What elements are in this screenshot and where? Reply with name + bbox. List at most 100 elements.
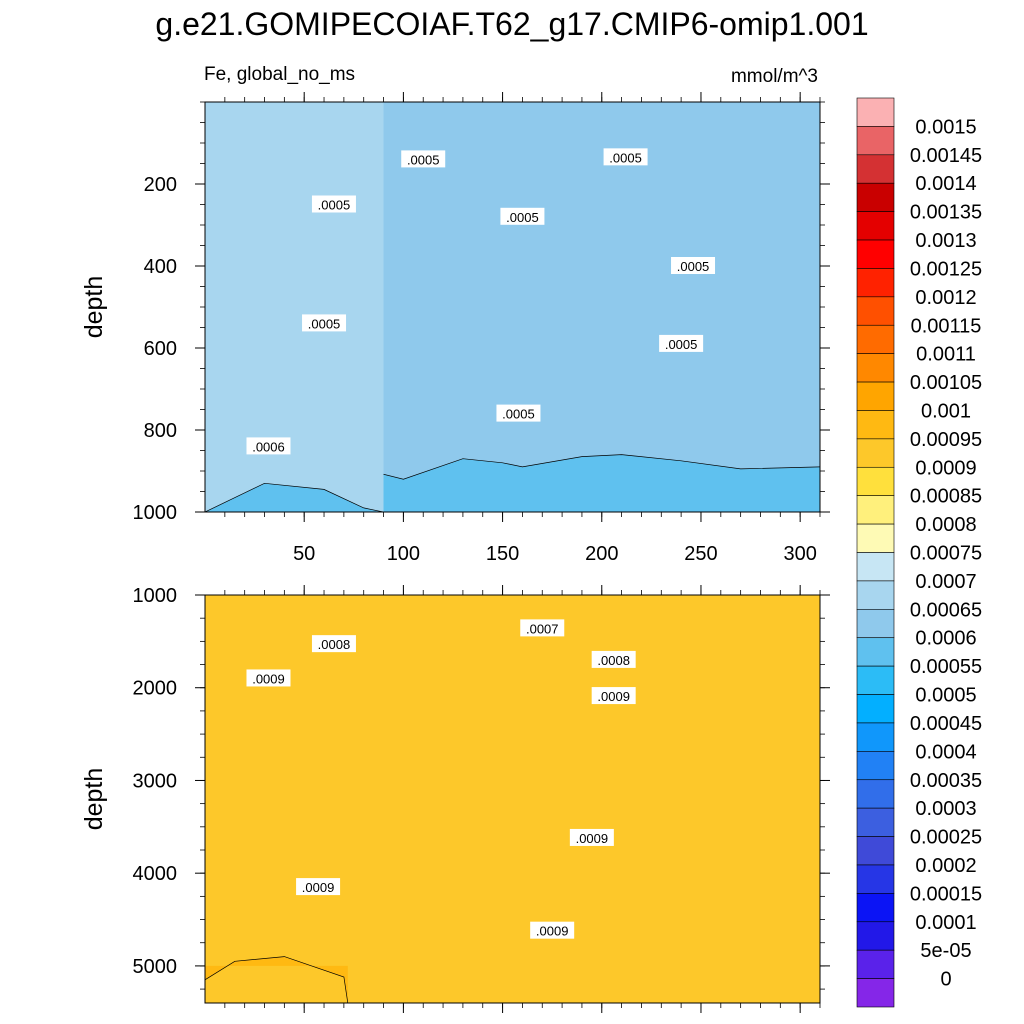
y-tick-label: 800: [144, 420, 177, 442]
contour-label: .0009: [591, 687, 636, 705]
variable-region-label: Fe, global_no_ms: [204, 64, 356, 85]
colorbar-swatch: [856, 324, 895, 354]
colorbar-swatch: [856, 836, 895, 866]
contour-label: .0005: [302, 314, 347, 332]
colorbar-label: 0.0015: [915, 116, 976, 138]
colorbar-swatch: [856, 495, 895, 525]
colorbar-swatch: [856, 410, 895, 440]
colorbar-label: 0.0014: [915, 173, 976, 195]
colorbar-label: 0.00055: [910, 656, 982, 678]
contour-label: .0005: [659, 334, 704, 352]
colorbar-swatch: [856, 381, 895, 411]
plot-frame: [204, 594, 821, 1004]
contour-label-text: .0009: [302, 880, 335, 895]
contour-label: .0009: [296, 878, 341, 896]
colorbar-swatch: [856, 296, 895, 326]
colorbar-label: 0: [940, 969, 951, 991]
colorbar-swatch: [856, 353, 895, 383]
contour-fill-6: [205, 102, 384, 512]
contour-label: .0005: [311, 195, 356, 213]
colorbar-swatch: [856, 665, 895, 695]
contour-label-text: .0005: [665, 337, 698, 352]
contour-label-text: .0005: [506, 210, 539, 225]
contour-label: .0005: [500, 207, 545, 225]
contour-label: .0009: [246, 669, 291, 687]
colorbar-label: 0.0005: [915, 685, 976, 707]
contour-label-text: .0007: [526, 621, 559, 636]
colorbar-label: 0.00065: [910, 599, 982, 621]
colorbar-swatch: [856, 751, 895, 781]
colorbar-label: 0.00125: [910, 258, 982, 280]
colorbar-swatch: [856, 609, 895, 639]
contour-label: .0007: [520, 619, 565, 637]
colorbar-swatch: [856, 893, 895, 923]
contour-fill-11: [205, 956, 348, 1003]
colorbar-label: 0.0004: [915, 741, 976, 763]
y-tick-label: 400: [144, 256, 177, 278]
colorbar-swatch: [856, 921, 895, 951]
contour-label: .0005: [496, 404, 541, 422]
y-tick-label: 1000: [133, 585, 178, 607]
y-tick-label: 600: [144, 338, 177, 360]
colorbar-label: 0.0012: [915, 287, 976, 309]
contour-label-text: .0005: [407, 152, 440, 167]
colorbar-swatch: [856, 580, 895, 610]
y-axis-label: depth: [80, 768, 108, 831]
colorbar-label: 0.0011: [916, 344, 976, 366]
contour-panel-lower: .0007 .0008 .0008 .0009 .0009 .0009 .0009 .0009…: [80, 585, 830, 1013]
y-tick-label: 4000: [133, 863, 178, 885]
x-tick-label: 150: [486, 543, 519, 565]
colorbar-label: 0.00105: [910, 372, 982, 394]
contour-label: .0005: [401, 150, 446, 168]
contour-label-text: .0009: [597, 689, 630, 704]
contour-label: .0006: [246, 437, 291, 455]
contour-label-text: .0005: [502, 407, 535, 422]
contour-label-text: .0008: [597, 653, 630, 668]
colorbar-label: 0.00035: [910, 770, 982, 792]
colorbar-label: 0.00025: [910, 827, 982, 849]
contour-fill-10: [205, 595, 820, 1003]
colorbar-swatch: [856, 552, 895, 582]
colorbar-swatch: [856, 466, 895, 496]
colorbar-label: 0.00145: [910, 145, 982, 167]
contour-label: .0008: [591, 650, 636, 668]
colorbar-label: 0.00095: [910, 429, 982, 451]
colorbar-label: 0.0006: [915, 628, 976, 650]
contour-label-text: .0005: [609, 150, 642, 165]
colorbar-swatch: [856, 438, 895, 468]
colorbar-swatch: [856, 722, 895, 752]
colorbar-label: 0.00085: [910, 486, 982, 508]
y-tick-label: 1000: [133, 502, 178, 524]
contour-label-text: .0009: [536, 924, 569, 939]
colorbar-label: 0.0001: [915, 912, 976, 934]
plot-area: .0007 .0008 .0008 .0009 .0009 .0009 .0009 .0009: [205, 595, 820, 1003]
colorbar-label: 0.0009: [915, 457, 976, 479]
y-tick-label: 3000: [133, 770, 178, 792]
colorbar-label: 0.00115: [911, 315, 982, 337]
x-tick-label: 250: [684, 543, 717, 565]
colorbar-label: 5e-05: [920, 940, 971, 962]
colorbar: 0.0015 0.00145 0.0014 0.00135 0.0013 0.00125 0…: [856, 97, 982, 1008]
colorbar-label: 0.00075: [910, 543, 982, 565]
colorbar-swatch: [856, 268, 895, 298]
colorbar-label: 0.00015: [910, 883, 982, 905]
contour-label-text: .0005: [677, 259, 710, 274]
units-label: mmol/m^3: [730, 66, 818, 87]
colorbar-label: 0.0003: [915, 798, 976, 820]
colorbar-swatch: [856, 211, 895, 241]
colorbar-swatch: [856, 864, 895, 894]
contour-label: .0009: [569, 828, 614, 846]
colorbar-label: 0.0013: [915, 230, 976, 252]
x-tick-label: 200: [585, 543, 618, 565]
colorbar-label: 0.00045: [910, 713, 982, 735]
colorbar-label: 0.001: [921, 400, 971, 422]
colorbar-swatch: [856, 154, 895, 184]
contour-label-text: .0009: [576, 831, 609, 846]
y-tick-label: 5000: [133, 956, 178, 978]
contour-line-6: [205, 482, 384, 512]
contour-label-text: .0005: [318, 198, 351, 213]
colorbar-swatch: [856, 182, 895, 212]
colorbar-swatch: [856, 239, 895, 269]
contour-line-11: [205, 956, 349, 1003]
